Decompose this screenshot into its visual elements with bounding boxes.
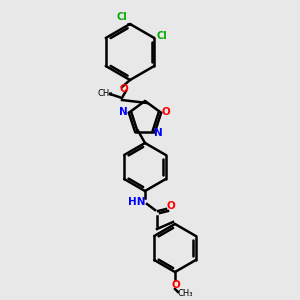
Text: N: N xyxy=(154,128,162,138)
Text: Cl: Cl xyxy=(157,31,168,41)
Text: CH₃: CH₃ xyxy=(97,89,113,98)
Text: N: N xyxy=(119,107,128,117)
Text: O: O xyxy=(172,280,180,290)
Text: O: O xyxy=(162,107,170,117)
Text: CH₃: CH₃ xyxy=(177,290,193,298)
Text: O: O xyxy=(120,84,128,94)
Text: HN: HN xyxy=(128,197,146,207)
Text: O: O xyxy=(167,201,176,211)
Text: Cl: Cl xyxy=(117,12,128,22)
